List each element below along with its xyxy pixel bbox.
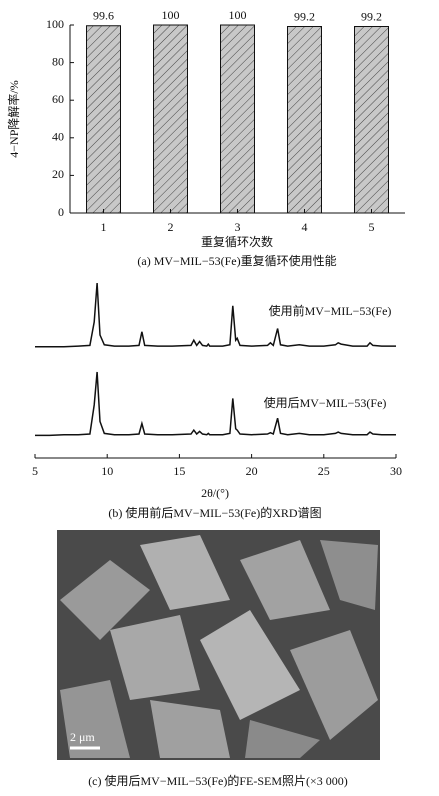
xrd-line [35, 282, 396, 348]
data-label: 99.6 [93, 9, 114, 23]
x-tick-label: 2 [168, 220, 174, 234]
data-label: 99.2 [361, 9, 382, 23]
data-label: 99.2 [294, 9, 315, 23]
y-tick-label: 20 [52, 167, 64, 181]
image-caption: (c) 使用后MV−MIL−53(Fe)的FE-SEM照片(×3 000) [88, 773, 348, 788]
bar [86, 25, 121, 214]
y-axis-label: 4−NP降解率/% [6, 80, 21, 157]
x-tick-label: 25 [318, 464, 330, 478]
x-tick-label: 4 [302, 220, 308, 234]
bar [220, 24, 255, 214]
bar [287, 26, 322, 214]
bar [153, 24, 188, 214]
sem-image [57, 530, 380, 760]
x-axis-label: 重复循环次数 [201, 234, 273, 249]
x-tick-label: 3 [235, 220, 241, 234]
x-tick-label: 20 [246, 464, 258, 478]
x-axis-label: 2θ/(°) [201, 486, 229, 500]
chart-title: (b) 使用前后MV−MIL−53(Fe)的XRD谱图 [108, 505, 321, 520]
data-label: 100 [162, 8, 180, 22]
y-tick-label: 80 [52, 54, 64, 68]
bar [354, 26, 389, 214]
x-tick-label: 1 [101, 220, 107, 234]
x-tick-label: 15 [173, 464, 185, 478]
x-tick-label: 5 [369, 220, 375, 234]
series-label: 使用后MV−MIL−53(Fe) [264, 395, 387, 410]
xrd-line [35, 371, 396, 437]
series-label: 使用前MV−MIL−53(Fe) [269, 303, 392, 318]
x-tick-label: 10 [101, 464, 113, 478]
data-label: 100 [229, 8, 247, 22]
x-tick-label: 5 [32, 464, 38, 478]
x-tick-label: 30 [390, 464, 402, 478]
scale-bar-label: 2 μm [70, 730, 95, 744]
y-tick-label: 60 [52, 92, 64, 106]
chart-title: (a) MV−MIL−53(Fe)重复循环使用性能 [137, 253, 336, 268]
y-tick-label: 100 [46, 17, 64, 31]
y-tick-label: 0 [58, 205, 64, 219]
y-tick-label: 40 [52, 130, 64, 144]
